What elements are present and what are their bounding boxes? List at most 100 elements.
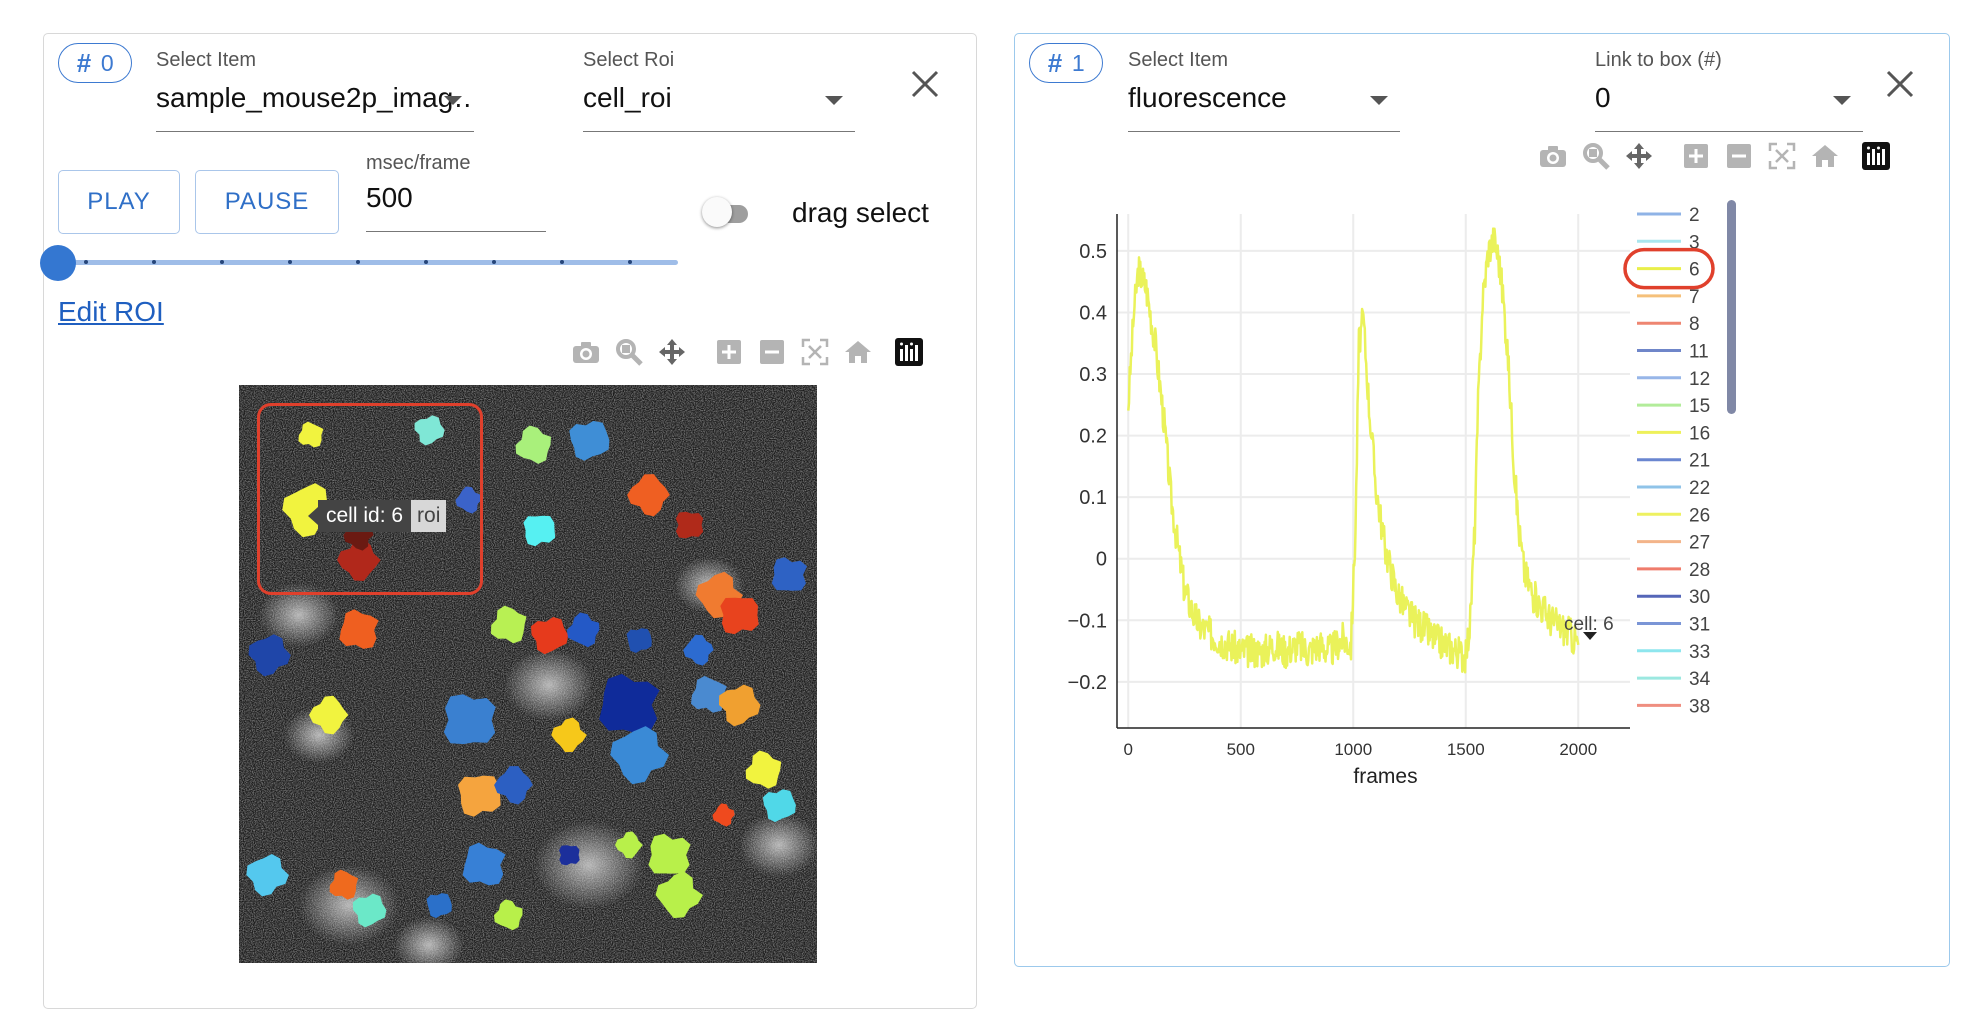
- legend-label[interactable]: 6: [1689, 260, 1700, 281]
- frame-slider-thumb[interactable]: [40, 245, 76, 281]
- cell-roi[interactable]: [491, 605, 527, 644]
- cell-roi[interactable]: [626, 628, 652, 653]
- cell-roi[interactable]: [462, 842, 506, 886]
- cell-roi[interactable]: [615, 831, 643, 859]
- cell-roi[interactable]: [309, 695, 349, 735]
- cell-roi[interactable]: [675, 511, 704, 539]
- zoom-out-icon[interactable]: [754, 334, 790, 370]
- camera-icon[interactable]: [568, 334, 604, 370]
- zoom-in-icon[interactable]: [1678, 138, 1714, 174]
- legend-label[interactable]: 15: [1689, 396, 1710, 417]
- autoscale-icon[interactable]: [1764, 138, 1800, 174]
- cell-roi[interactable]: [771, 557, 807, 591]
- cell-roi[interactable]: [248, 634, 291, 677]
- legend-label[interactable]: 31: [1689, 615, 1710, 636]
- cell-roi[interactable]: [494, 899, 523, 931]
- x-tick-label: 1500: [1447, 740, 1485, 759]
- plotly-logo-icon[interactable]: [891, 334, 927, 370]
- edit-roi-link[interactable]: Edit ROI: [58, 296, 164, 327]
- cell-roi[interactable]: [720, 597, 759, 635]
- cell-roi[interactable]: [627, 474, 670, 517]
- home-icon[interactable]: [840, 334, 876, 370]
- legend-label[interactable]: 11: [1689, 342, 1709, 363]
- cell-roi[interactable]: [414, 415, 445, 446]
- frame-slider-track[interactable]: [58, 260, 678, 265]
- slider-tick: [628, 260, 632, 264]
- roi-image[interactable]: [239, 385, 817, 963]
- fluorescence-chart[interactable]: 0 500 1000 1500 2000 0.5 0.4 0.3 0.2 0.1 0 −0.1 −0.2…: [1015, 34, 1949, 966]
- pan-icon[interactable]: [654, 334, 690, 370]
- cell-roi[interactable]: [712, 803, 735, 827]
- box-id-badge: # 1: [1029, 43, 1103, 83]
- cell-roi[interactable]: [683, 634, 714, 666]
- cell-roi[interactable]: [337, 538, 381, 581]
- cell-roi[interactable]: [551, 717, 587, 753]
- cell-roi[interactable]: [599, 673, 660, 733]
- cell-roi[interactable]: [352, 893, 387, 928]
- cell-roi[interactable]: [339, 609, 379, 649]
- legend-label[interactable]: 21: [1689, 451, 1710, 472]
- legend-label[interactable]: 2: [1689, 205, 1700, 226]
- drag-select-toggle[interactable]: [702, 197, 750, 231]
- legend-label[interactable]: 38: [1689, 696, 1710, 717]
- zoom-out-icon[interactable]: [1721, 138, 1757, 174]
- cell-roi[interactable]: [719, 684, 761, 727]
- cell-roi[interactable]: [531, 617, 569, 655]
- cell-roi[interactable]: [569, 420, 610, 461]
- legend-label[interactable]: 27: [1689, 533, 1710, 554]
- cell-roi[interactable]: [523, 515, 556, 547]
- cell-roi[interactable]: [426, 893, 452, 919]
- close-box-button[interactable]: [1885, 63, 1915, 107]
- chart-legend[interactable]: 2 3 6 7 8 11 12 15 16 21 22 26 27 28 30 31 33 34 38: [1623, 200, 1736, 717]
- legend-label[interactable]: 3: [1689, 232, 1700, 253]
- autoscale-icon[interactable]: [797, 334, 833, 370]
- select-roi-dropdown[interactable]: cell_roi: [583, 80, 855, 132]
- legend-label[interactable]: 34: [1689, 669, 1711, 690]
- camera-icon[interactable]: [1535, 138, 1571, 174]
- select-item-dropdown[interactable]: fluorescence: [1128, 80, 1400, 132]
- legend-label[interactable]: 33: [1689, 642, 1710, 663]
- plotly-logo-icon[interactable]: [1858, 138, 1894, 174]
- cell-roi[interactable]: [610, 726, 669, 785]
- select-item-dropdown[interactable]: sample_mouse2p_imag…: [156, 80, 474, 132]
- legend-label[interactable]: 12: [1689, 369, 1710, 390]
- cell-roi[interactable]: [762, 789, 796, 823]
- cell-roi[interactable]: [566, 612, 600, 648]
- cell-roi[interactable]: [691, 675, 727, 713]
- plot-modebar: [568, 334, 934, 370]
- cell-roi[interactable]: [298, 421, 324, 448]
- legend-label[interactable]: 16: [1689, 423, 1710, 444]
- zoom-in-icon[interactable]: [711, 334, 747, 370]
- cell-roi[interactable]: [329, 869, 359, 900]
- pan-icon[interactable]: [1621, 138, 1657, 174]
- cell-roi[interactable]: [655, 871, 704, 919]
- cell-roi[interactable]: [455, 486, 482, 514]
- hover-marker: [1583, 632, 1597, 640]
- legend-label[interactable]: 28: [1689, 560, 1710, 581]
- cell-roi[interactable]: [458, 775, 501, 817]
- legend-scrollbar[interactable]: [1727, 200, 1736, 414]
- cell-roi[interactable]: [648, 833, 691, 874]
- msec-per-frame-input[interactable]: 500: [366, 180, 546, 232]
- legend-label[interactable]: 22: [1689, 478, 1710, 499]
- legend-label[interactable]: 26: [1689, 505, 1710, 526]
- cell-roi[interactable]: [246, 854, 289, 897]
- pause-button[interactable]: PAUSE: [195, 170, 339, 234]
- tooltip-cell-id: cell id: 6: [318, 500, 412, 532]
- legend-label[interactable]: 30: [1689, 587, 1710, 608]
- cell-roi[interactable]: [515, 425, 552, 464]
- series-line-6[interactable]: [1127, 227, 1580, 674]
- zoom-icon[interactable]: [611, 334, 647, 370]
- cell-roi[interactable]: [745, 750, 782, 789]
- cell-roi[interactable]: [494, 766, 533, 805]
- legend-label[interactable]: 7: [1689, 287, 1700, 308]
- plot-modebar: [1535, 138, 1901, 174]
- legend-label[interactable]: 8: [1689, 314, 1700, 335]
- cell-roi[interactable]: [559, 845, 580, 866]
- link-to-box-dropdown[interactable]: 0: [1595, 80, 1863, 132]
- zoom-icon[interactable]: [1578, 138, 1614, 174]
- close-box-button[interactable]: [910, 63, 940, 107]
- play-button[interactable]: PLAY: [58, 170, 180, 234]
- cell-roi[interactable]: [443, 694, 496, 745]
- home-icon[interactable]: [1807, 138, 1843, 174]
